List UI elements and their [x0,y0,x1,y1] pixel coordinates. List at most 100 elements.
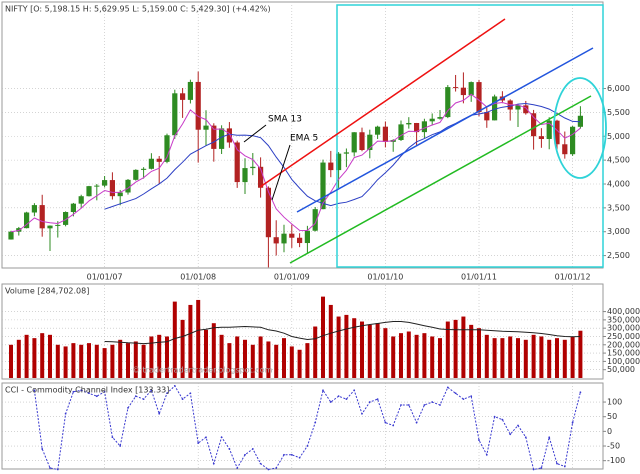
candle-body [226,128,232,143]
y-tick-label: 4,500 [607,156,630,165]
point [524,436,527,439]
bar [196,299,201,378]
point [251,448,254,450]
candle-body [468,82,474,96]
candle-body [476,82,482,113]
point [127,407,129,409]
bar [219,334,224,378]
point [509,433,512,436]
bar [297,349,302,378]
y-tick-label: 350,000 [607,315,640,324]
bar [32,338,37,378]
x-tick-label: 01/01/10 [367,273,403,282]
bar [399,333,403,378]
candle-body [304,230,310,244]
candle-body [570,126,576,155]
panel-title: CCI - Commodity Channel Index [133.33] [5,386,169,395]
point [431,401,434,403]
bar [149,336,154,378]
bar [477,328,481,378]
annotation-arrow [271,144,291,201]
bar [570,336,575,378]
y-tick-label: 2,500 [607,251,630,260]
candle-body [359,132,365,151]
point [88,392,90,395]
bar [55,344,60,378]
candle-body [117,192,123,197]
bar [422,333,427,378]
panel-title: NIFTY [O: 5,198.15 H: 5,629.95 L: 5,159.… [5,5,271,14]
candle-body [125,179,131,193]
point [267,468,270,471]
point [150,389,153,392]
bar [547,339,552,378]
point [470,395,473,398]
candle-body [55,224,61,226]
bar [516,338,520,378]
bar [344,314,349,378]
candle-body [195,81,201,130]
bar [126,343,130,378]
point [142,398,145,401]
candle-body [172,93,178,136]
point [384,421,387,424]
candle-body [70,203,76,213]
point [540,467,543,469]
bar [313,326,318,378]
bar [274,344,279,378]
bar [9,344,13,378]
point [134,395,137,398]
candle-body [39,205,45,229]
bar [266,341,271,378]
bar [391,336,396,378]
point [314,421,317,424]
candle-body [187,81,193,100]
candle-body [31,205,37,213]
candle-body [265,187,271,238]
annotation-arrow [243,124,267,143]
point [166,392,168,395]
cci-panel [1,382,604,470]
bar [367,324,372,378]
line-series [104,102,581,210]
annotation: EMA 5 [290,134,318,144]
bar [165,336,169,378]
trend-line [259,18,506,188]
point [259,462,262,465]
candle-body [414,122,420,133]
bar [102,348,107,378]
point [532,468,535,471]
point [337,395,340,398]
bar [484,334,489,378]
candle-body [538,136,544,139]
bar [430,336,435,378]
point [454,392,457,395]
candle-body [546,120,552,139]
candle-body [133,169,139,180]
point [376,398,379,401]
candle-body [141,168,147,170]
point [517,424,519,427]
point [415,421,418,424]
bar [555,338,559,378]
candle-body [102,180,108,186]
candle-body [375,126,381,135]
bar [469,324,474,378]
candle-body [86,186,92,197]
point [478,439,480,442]
bar [110,344,115,378]
point [322,389,324,392]
candle-body [47,225,53,229]
watermark: © tradertradertrader.blogspot.com [132,366,273,375]
bar [383,328,388,378]
point [462,398,465,401]
bar [87,343,91,378]
candle-body [523,105,529,114]
bar [508,336,513,378]
candle-body [250,166,256,169]
point [56,468,59,471]
point [95,395,98,398]
point [423,404,426,406]
annotation: SMA 13 [268,115,302,125]
